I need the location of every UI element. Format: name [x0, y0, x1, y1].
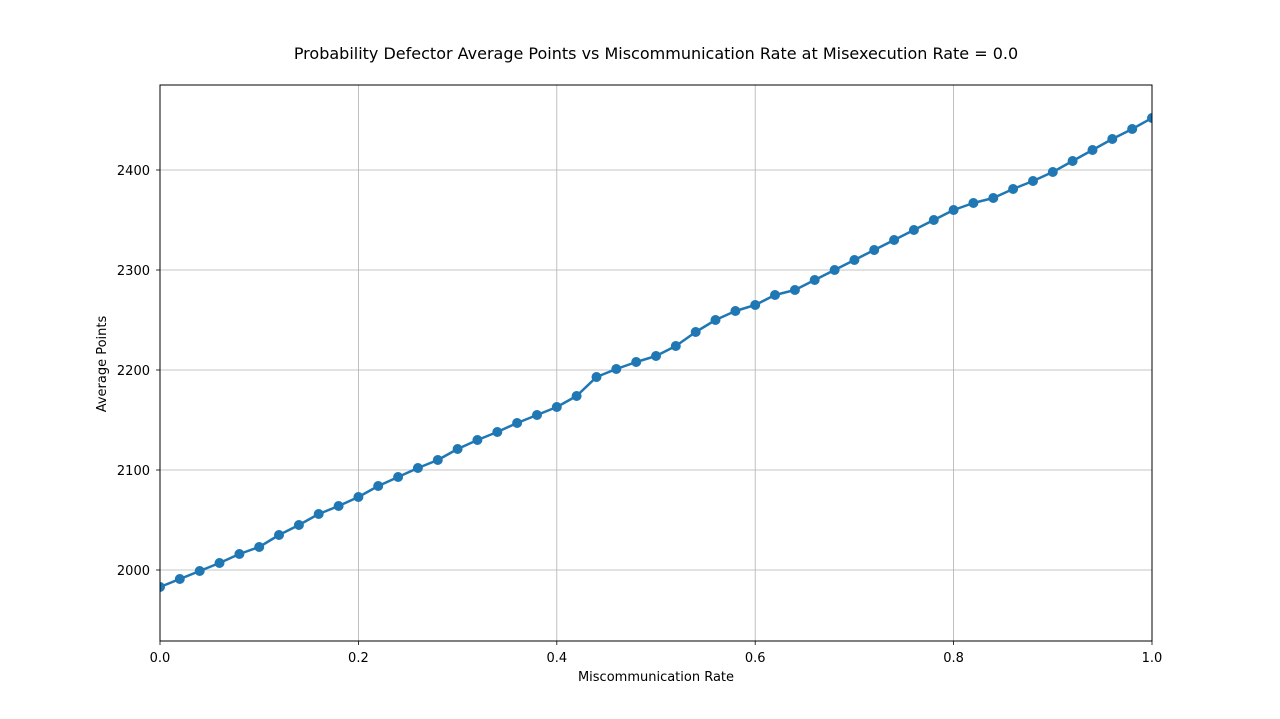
x-tick-label: 0.0 [150, 651, 171, 666]
data-point [809, 275, 820, 285]
data-series [160, 113, 1152, 592]
data-point [631, 357, 642, 367]
y-tick-label: 2200 [117, 364, 150, 379]
data-point [1107, 134, 1118, 144]
data-point [1067, 156, 1078, 166]
axis-ticks: 0.0 0.2 0.4 0.6 0.8 1.0 2000 2100 2200 2300 2400 [117, 164, 1162, 666]
data-point [670, 341, 681, 351]
x-tick-label: 0.2 [348, 651, 369, 666]
series-group [160, 113, 1152, 592]
data-point [160, 582, 165, 592]
data-point [313, 509, 324, 519]
data-point [789, 285, 800, 295]
data-point [532, 410, 542, 420]
data-point [393, 472, 404, 482]
data-point [730, 306, 741, 316]
data-point [928, 215, 939, 225]
data-point [829, 265, 840, 275]
data-point [551, 402, 562, 412]
data-point [194, 566, 205, 576]
data-point [472, 435, 483, 445]
data-point [869, 245, 880, 255]
data-point [988, 193, 999, 203]
x-tick-label: 0.4 [546, 651, 567, 666]
data-point [214, 558, 225, 568]
data-point [293, 520, 304, 530]
y-tick-label: 2300 [117, 264, 150, 279]
data-point [948, 205, 959, 215]
y-tick-label: 2000 [117, 564, 150, 579]
data-point [174, 574, 185, 584]
y-axis-label: Average Points [95, 315, 110, 412]
chart-title: Probability Defector Average Points vs M… [294, 44, 1018, 63]
data-point [770, 290, 780, 300]
x-tick-label: 0.8 [943, 651, 964, 666]
x-tick-label: 1.0 [1142, 651, 1163, 666]
data-point [1147, 113, 1152, 123]
data-point [710, 315, 721, 325]
data-point [1047, 167, 1058, 177]
data-point [353, 492, 364, 502]
data-point [1127, 124, 1138, 134]
data-point [333, 501, 344, 511]
data-point [1008, 184, 1019, 194]
data-point [651, 351, 661, 361]
data-point [512, 418, 523, 428]
data-point [611, 364, 622, 374]
data-point [373, 481, 384, 491]
data-point [849, 255, 860, 265]
data-point [412, 463, 423, 473]
y-tick-label: 2100 [117, 464, 150, 479]
data-point [690, 327, 701, 337]
data-point [968, 198, 979, 208]
data-point [492, 427, 503, 437]
data-point [452, 444, 463, 454]
data-point [908, 225, 919, 235]
grid-lines [159, 85, 1153, 641]
data-point [1087, 145, 1098, 155]
data-point [571, 391, 582, 401]
data-point [889, 235, 900, 245]
data-point [274, 530, 284, 540]
x-tick-label: 0.6 [745, 651, 766, 666]
data-point [1028, 176, 1038, 186]
x-axis-label: Miscommunication Rate [578, 670, 734, 685]
data-point [254, 542, 265, 552]
data-point [750, 300, 761, 310]
plot-frame [159, 84, 1153, 642]
data-point [591, 372, 602, 382]
data-point [432, 455, 443, 465]
data-point [234, 549, 245, 559]
y-tick-label: 2400 [117, 164, 150, 179]
